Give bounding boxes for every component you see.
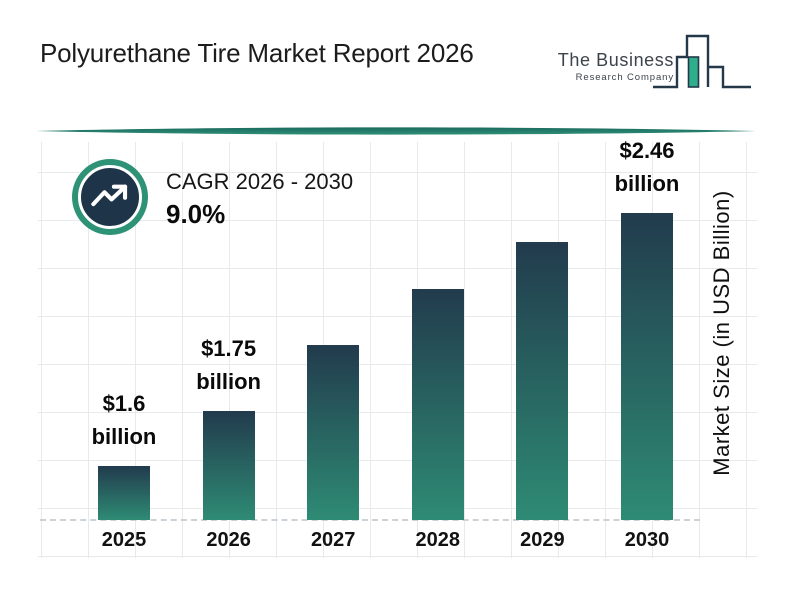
value-label-2025: $1.6 billion <box>59 387 189 453</box>
page-title: Polyurethane Tire Market Report 2026 <box>40 38 474 68</box>
value-unit: billion <box>91 424 157 449</box>
axis-baseline <box>40 519 700 521</box>
cagr-range-label: CAGR 2026 - 2030 <box>166 169 354 194</box>
value-unit: billion <box>196 369 261 394</box>
value-amount: $1.6 <box>102 391 146 416</box>
x-tick-2027: 2027 <box>310 529 356 551</box>
x-tick-2029: 2029 <box>520 529 565 551</box>
brand-logo-text: The Business Research Company <box>558 50 674 83</box>
x-tick-2028: 2028 <box>415 529 461 551</box>
value-amount: $1.75 <box>201 336 257 361</box>
bar-chart-skyline-icon <box>653 34 751 89</box>
cagr-value: 9.0% <box>166 199 226 229</box>
brand-name: The Business <box>557 50 674 70</box>
brand-subtitle: Research Company <box>575 72 674 83</box>
value-label-2030: $2.46 billion <box>582 134 712 200</box>
bar-2027 <box>307 345 360 520</box>
divider-line <box>36 127 756 135</box>
cagr-badge <box>78 165 142 229</box>
value-label-2026: $1.75 billion <box>164 332 294 398</box>
bar-2030 <box>621 213 673 520</box>
y-axis-label: Market Size (in USD Billion) <box>709 190 734 476</box>
value-amount: $2.46 <box>619 138 675 163</box>
bar-2028 <box>411 289 464 520</box>
x-tick-2026: 2026 <box>206 529 251 551</box>
bar-2026 <box>202 411 255 520</box>
x-tick-2030: 2030 <box>624 529 670 551</box>
value-unit: billion <box>614 171 680 196</box>
bar-2025 <box>98 466 150 520</box>
bar-2029 <box>516 242 569 520</box>
x-tick-2025: 2025 <box>101 529 147 551</box>
trending-up-icon <box>91 184 128 207</box>
